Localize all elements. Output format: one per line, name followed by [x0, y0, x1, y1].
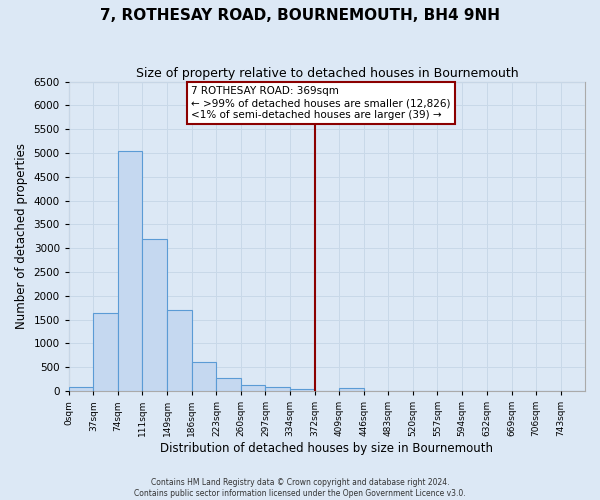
Title: Size of property relative to detached houses in Bournemouth: Size of property relative to detached ho…	[136, 68, 518, 80]
Bar	[217, 378, 241, 391]
Bar	[340, 388, 364, 391]
Text: 7, ROTHESAY ROAD, BOURNEMOUTH, BH4 9NH: 7, ROTHESAY ROAD, BOURNEMOUTH, BH4 9NH	[100, 8, 500, 22]
Bar	[142, 238, 167, 391]
Bar	[94, 312, 118, 391]
Bar	[118, 150, 142, 391]
X-axis label: Distribution of detached houses by size in Bournemouth: Distribution of detached houses by size …	[160, 442, 493, 455]
Y-axis label: Number of detached properties: Number of detached properties	[15, 144, 28, 330]
Text: Contains HM Land Registry data © Crown copyright and database right 2024.
Contai: Contains HM Land Registry data © Crown c…	[134, 478, 466, 498]
Text: 7 ROTHESAY ROAD: 369sqm
← >99% of detached houses are smaller (12,826)
<1% of se: 7 ROTHESAY ROAD: 369sqm ← >99% of detach…	[191, 86, 451, 120]
Bar	[241, 385, 265, 391]
Bar	[69, 388, 94, 391]
Bar	[290, 388, 315, 391]
Bar	[265, 388, 290, 391]
Bar	[167, 310, 192, 391]
Bar	[192, 362, 217, 391]
